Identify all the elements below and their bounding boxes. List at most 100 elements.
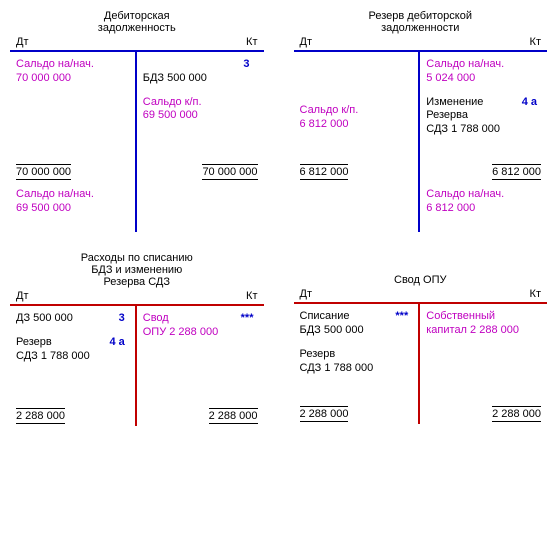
total-dt: 70 000 000 [10,160,137,182]
t-body: Сальдо на/нач.70 000 000 3БДЗ 500 000 Саль… [10,50,264,160]
entry: Списание***БДЗ 500 000 [300,310,413,338]
kt-column: Сальдо на/нач.5 024 000 Изменение4 аРезер… [420,52,547,160]
total-kt: 2 288 000 [137,404,264,426]
entry-amount: СДЗ 1 788 000 [300,362,413,376]
entry-label: Сальдо на/нач. [426,58,541,72]
entry: Сальдо на/нач.6 812 000 [426,188,541,216]
entry-amount: СДЗ 1 788 000 [426,123,541,137]
account-title: Расходы по списаниюБДЗ и изменениюРезерв… [50,252,224,288]
t-body: ДЗ 500 0003 Резерв4 аСДЗ 1 788 000 Свод***… [10,304,264,404]
total-value: 2 288 000 [16,408,65,424]
entry-label: Резерв4 а [16,336,129,350]
entry-ref: 3 [119,312,125,326]
trail-row: Сальдо на/нач.6 812 000 [294,182,548,232]
total-kt: 70 000 000 [137,160,264,182]
total-dt: 6 812 000 [294,160,421,182]
entry: Свод***ОПУ 2 288 000 [143,312,258,340]
entry-label: Резерв [300,348,413,362]
entry: Сальдо на/нач.69 500 000 [16,188,129,216]
entry-label: Сальдо на/нач. [16,188,129,202]
header-row: ДтКт [10,290,264,302]
total-value: 70 000 000 [16,164,71,180]
t-account-acc2: Резерв дебиторскойзадолженности Дт Кт Сальд… [294,10,548,232]
t-account-acc4: Свод ОПУ ДтКт Списание***БДЗ 500 000 Резерв… [294,252,548,426]
entry-ref: *** [241,312,254,326]
entry-amount: капитал 2 288 000 [426,324,541,338]
header-row: Дт Кт [10,36,264,48]
total-kt: 6 812 000 [420,160,547,182]
dt-column: ДЗ 500 0003 Резерв4 аСДЗ 1 788 000 [10,306,137,404]
entry-label: Свод*** [143,312,258,326]
t-body: Сальдо к/п.6 812 000Сальдо на/нач.5 024 … [294,50,548,160]
entry-ref: 4 а [522,96,537,110]
entry-ref: 4 а [109,336,124,350]
account-title-line: Резерв дебиторской [334,10,508,22]
trail-dt [294,182,421,232]
entry-amount: 6 812 000 [300,118,413,132]
account-title: Резерв дебиторскойзадолженности [334,10,508,34]
entry-amount: СДЗ 1 788 000 [16,350,129,364]
entry: Резерв4 аСДЗ 1 788 000 [16,336,129,364]
entry-label: Сальдо к/п. [143,96,258,110]
trail-kt: Сальдо на/нач.6 812 000 [420,182,547,232]
entry-label: Резерва [426,109,541,123]
totals-row: 2 288 000 2 288 000 [294,402,548,424]
t-account-acc3: Расходы по списаниюБДЗ и изменениюРезерв… [10,252,264,426]
kt-column: Свод***ОПУ 2 288 000 [137,306,264,404]
total-value: 2 288 000 [209,408,258,424]
trail-row: Сальдо на/нач.69 500 000 [10,182,264,232]
total-value: 70 000 000 [202,164,257,180]
entry [300,58,413,94]
entry-label: ДЗ 500 0003 [16,312,129,326]
totals-row: 2 288 000 2 288 000 [10,404,264,426]
total-dt: 2 288 000 [10,404,137,426]
total-value: 6 812 000 [300,164,349,180]
header-row: ДтКт [294,288,548,300]
dt-column: Списание***БДЗ 500 000 РезервСДЗ 1 788 00… [294,304,421,402]
account-title: Свод ОПУ [334,252,508,286]
entry-label: Сальдо к/п. [300,104,413,118]
account-title-line: Резерва СДЗ [50,276,224,288]
entry-amount: 70 000 000 [16,72,129,86]
total-value: 6 812 000 [492,164,541,180]
kt-label: Кт [530,288,541,300]
dt-label: Дт [300,36,313,48]
account-title-line: Расходы по списанию [50,252,224,264]
entry: РезервСДЗ 1 788 000 [300,348,413,376]
entry-label: Изменение4 а [426,96,541,110]
entry-label: Списание*** [300,310,413,324]
entry: Сальдо на/нач.5 024 000 [426,58,541,86]
header-row: Дт Кт [294,36,548,48]
entry-ref: 3 [143,58,250,72]
account-title-line: Свод ОПУ [334,274,508,286]
entry-amount: 69 500 000 [16,202,129,216]
entry: ДЗ 500 0003 [16,312,129,326]
trail-kt [137,182,264,232]
kt-label: Кт [530,36,541,48]
entry: Сальдо на/нач.70 000 000 [16,58,129,86]
t-body: Списание***БДЗ 500 000 РезервСДЗ 1 788 00… [294,302,548,402]
kt-label: Кт [246,36,257,48]
account-title-line: БДЗ и изменению [50,264,224,276]
dt-column: Сальдо на/нач.70 000 000 [10,52,137,160]
entry-label: Собственный [426,310,541,324]
account-title: Дебиторскаязадолженность [50,10,224,34]
account-title-line: Дебиторская [50,10,224,22]
entry: Сальдо к/п.69 500 000 [143,96,258,124]
total-kt: 2 288 000 [420,402,547,424]
kt-label: Кт [246,290,257,302]
entry-amount: 69 500 000 [143,109,258,123]
kt-column: Собственныйкапитал 2 288 000 [420,304,547,402]
account-title-line: задолженность [50,22,224,34]
dt-label: Дт [16,36,29,48]
entry: Собственныйкапитал 2 288 000 [426,310,541,338]
entry-label: Сальдо на/нач. [426,188,541,202]
totals-row: 6 812 000 6 812 000 [294,160,548,182]
entry-label: Сальдо на/нач. [16,58,129,72]
account-title-line: задолженности [334,22,508,34]
entry: Изменение4 аРезерваСДЗ 1 788 000 [426,96,541,137]
entry-label: БДЗ 500 000 [143,72,258,86]
entry-amount: 6 812 000 [426,202,541,216]
total-value: 2 288 000 [300,406,349,422]
dt-column: Сальдо к/п.6 812 000 [294,52,421,160]
